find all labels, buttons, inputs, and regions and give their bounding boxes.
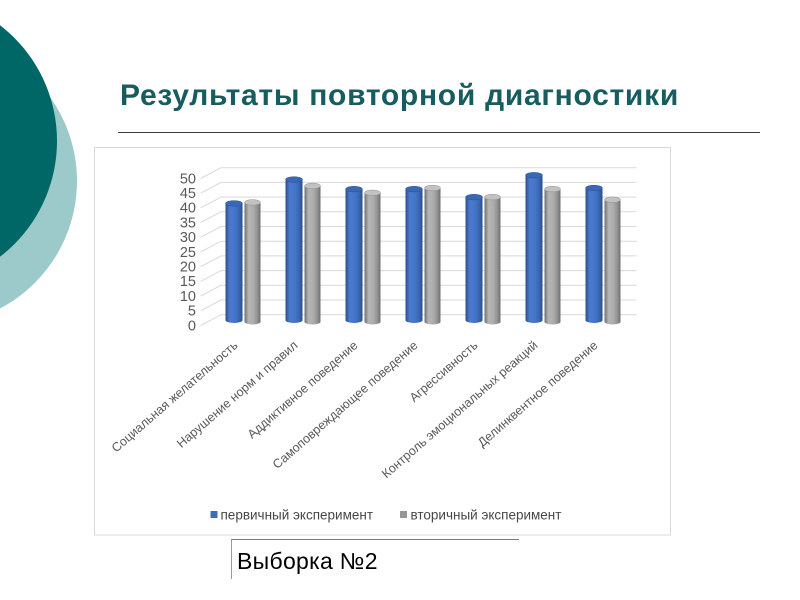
svg-text:35: 35 [180, 215, 196, 231]
svg-text:25: 25 [180, 245, 196, 261]
svg-text:50: 50 [180, 171, 196, 187]
svg-text:20: 20 [180, 260, 196, 276]
svg-text:вторичный эксперимент: вторичный эксперимент [411, 508, 562, 523]
svg-text:0: 0 [188, 318, 196, 334]
svg-text:10: 10 [180, 289, 196, 305]
svg-text:30: 30 [180, 230, 196, 246]
svg-text:15: 15 [180, 274, 196, 290]
svg-text:40: 40 [180, 201, 196, 217]
svg-text:45: 45 [180, 186, 196, 202]
svg-text:5: 5 [188, 304, 196, 320]
svg-text:первичный эксперимент: первичный эксперимент [221, 508, 374, 523]
